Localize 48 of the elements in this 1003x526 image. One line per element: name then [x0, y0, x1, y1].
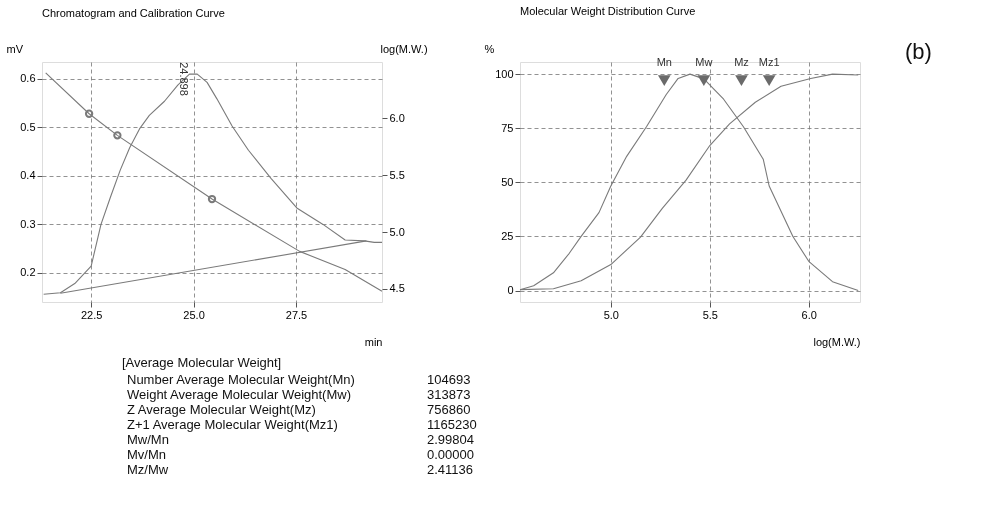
text: 2.99804 — [427, 432, 474, 447]
y2-axis-title: log(M.W.) — [380, 42, 428, 55]
text: (b) — [905, 39, 932, 64]
text: Z+1 Average Molecular Weight(Mz1) — [127, 417, 338, 432]
text: Mw/Mn — [127, 432, 169, 447]
x-tick-label: 5.5 — [702, 308, 718, 321]
y2-tick-label: 6.0 — [389, 111, 405, 124]
text: Z Average Molecular Weight(Mz) — [127, 402, 316, 417]
text: 313873 — [427, 387, 471, 402]
text: 756860 — [427, 402, 471, 417]
text: Weight Average Molecular Weight(Mw) — [127, 387, 351, 402]
y-axis-title: mV — [6, 42, 24, 55]
text: 2.41136 — [427, 462, 474, 477]
y-tick-label: 0.4 — [20, 169, 36, 182]
text: 1165230 — [427, 417, 477, 432]
chart-title: Molecular Weight Distribution Curve — [520, 5, 696, 17]
y2-tick-label: 4.5 — [389, 282, 405, 295]
y-tick-label: 25 — [501, 229, 514, 242]
x-tick-label: 22.5 — [80, 308, 103, 321]
text: Number Average Molecular Weight(Mn) — [127, 372, 355, 387]
y2-tick-label: 5.5 — [389, 168, 405, 181]
y-tick-label: 0 — [507, 284, 514, 297]
annotation: Mz1 — [758, 56, 780, 69]
annotation: Mn — [656, 56, 672, 69]
y-axis-title: % — [484, 42, 495, 55]
text: 0.00000 — [427, 447, 474, 462]
x-tick-label: 27.5 — [285, 308, 308, 321]
y2-tick-label: 5.0 — [389, 225, 405, 238]
y-tick-label: 0.3 — [20, 217, 36, 230]
x-tick-label: 25.0 — [183, 308, 205, 321]
text: Mv/Mn — [127, 447, 166, 462]
y-tick-label: 75 — [501, 121, 514, 134]
text: 104693 — [427, 372, 471, 387]
x-tick-label: 6.0 — [801, 308, 817, 321]
x-axis-title: log(M.W.) — [813, 335, 861, 348]
annotation: 24.898 — [178, 62, 191, 96]
annotation: Mw — [695, 56, 713, 69]
y-tick-label: 100 — [495, 67, 514, 80]
y-tick-label: 0.2 — [20, 266, 36, 279]
y-tick-label: 50 — [501, 175, 514, 188]
x-axis-title: min — [364, 335, 383, 348]
y-tick-label: 0.5 — [20, 120, 36, 133]
y-tick-label: 0.6 — [20, 72, 36, 85]
annotation: Mz — [734, 56, 749, 69]
x-tick-label: 5.0 — [603, 308, 619, 321]
text: Mz/Mw — [127, 462, 169, 477]
text: [Average Molecular Weight] — [122, 355, 282, 370]
chart-title: Chromatogram and Calibration Curve — [42, 7, 225, 19]
